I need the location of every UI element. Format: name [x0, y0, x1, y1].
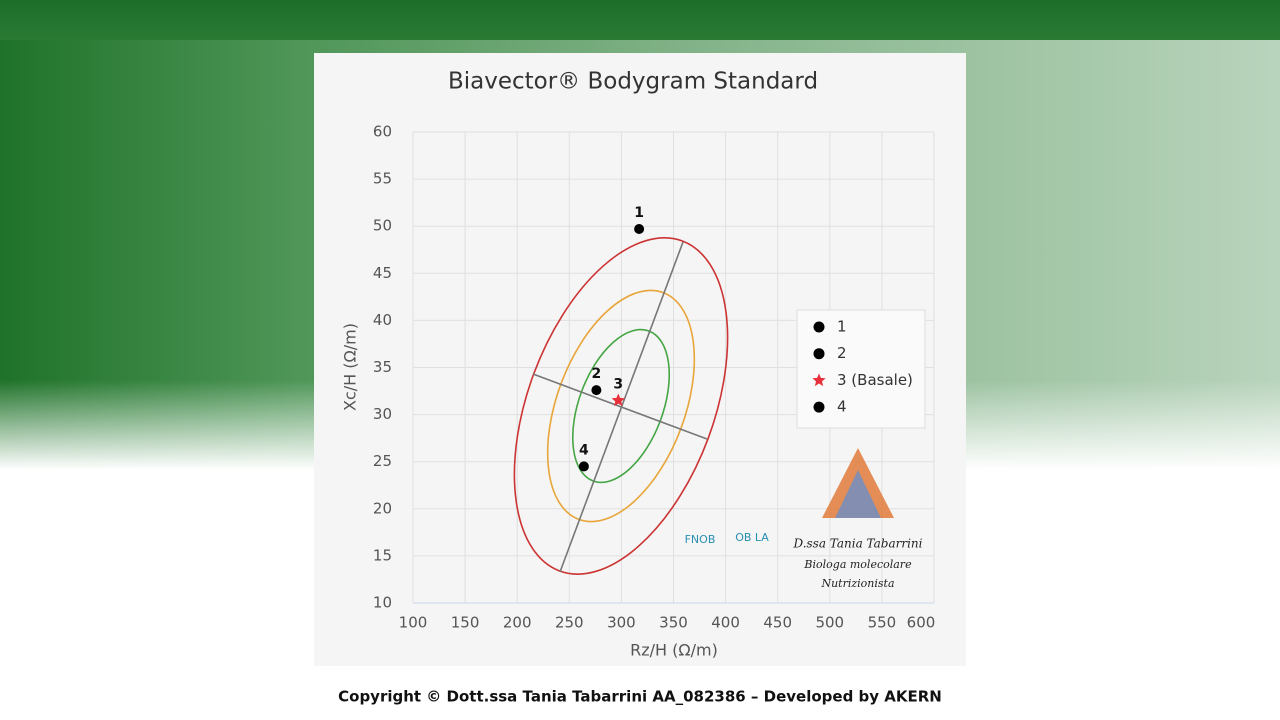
x-tick-label: 100 [399, 614, 428, 632]
y-tick-label: 40 [373, 311, 392, 329]
fnob-logo: FNOB [685, 533, 716, 546]
legend-label: 4 [837, 398, 847, 416]
obla-logo: OB LA [735, 531, 769, 544]
x-tick-label: 300 [607, 614, 636, 632]
x-tick-label: 150 [451, 614, 480, 632]
x-axis-title: Rz/H (Ω/m) [630, 641, 718, 660]
y-tick-label: 10 [373, 594, 392, 612]
role: Biologa molecolare [803, 558, 912, 571]
legend-marker [813, 401, 825, 413]
y-tick-label: 45 [373, 264, 392, 282]
point [591, 385, 602, 396]
chart-title: Biavector® Bodygram Standard [448, 69, 818, 95]
footer: Copyright © Dott.ssa Tania Tabarrini AA_… [338, 688, 942, 706]
dna-logo-inner [835, 470, 881, 518]
x-tick-label: 400 [711, 614, 740, 632]
x-tick-label: 600 [907, 614, 936, 632]
legend-label: 3 (Basale) [837, 371, 913, 389]
y-axis-title: Xc/H (Ω/m) [341, 323, 360, 411]
signature: D.ssa Tania Tabarrini [793, 537, 923, 551]
point [578, 461, 589, 472]
y-tick-label: 60 [373, 123, 392, 141]
point-label: 3 [613, 376, 623, 392]
point-label: 1 [634, 205, 644, 221]
point-label: 4 [579, 442, 589, 458]
x-tick-label: 350 [659, 614, 688, 632]
y-tick-label: 50 [373, 217, 392, 235]
minor-axis [532, 373, 708, 440]
y-tick-label: 20 [373, 499, 392, 517]
legend-marker [812, 373, 826, 387]
y-tick-label: 15 [373, 546, 392, 564]
x-tick-label: 500 [815, 614, 844, 632]
y-tick-label: 25 [373, 452, 392, 470]
y-tick-label: 35 [373, 358, 392, 376]
point [634, 224, 645, 235]
logos: FNOB OB LA D.ssa Tania Tabarrini Biologa… [685, 448, 923, 590]
x-tick-label: 550 [868, 614, 897, 632]
tolerance-ellipses [513, 237, 729, 575]
point [611, 393, 625, 407]
x-tick-label: 250 [555, 614, 584, 632]
role: Nutrizionista [820, 577, 894, 590]
x-tick-label: 200 [503, 614, 532, 632]
x-tick-label: 450 [763, 614, 792, 632]
legend-marker [813, 348, 825, 360]
legend-label: 2 [837, 344, 847, 362]
y-tick-label: 55 [373, 170, 392, 188]
legend-marker [813, 321, 825, 333]
legend-label: 1 [837, 318, 847, 336]
y-tick-label: 30 [373, 405, 392, 423]
point-label: 2 [592, 366, 602, 382]
